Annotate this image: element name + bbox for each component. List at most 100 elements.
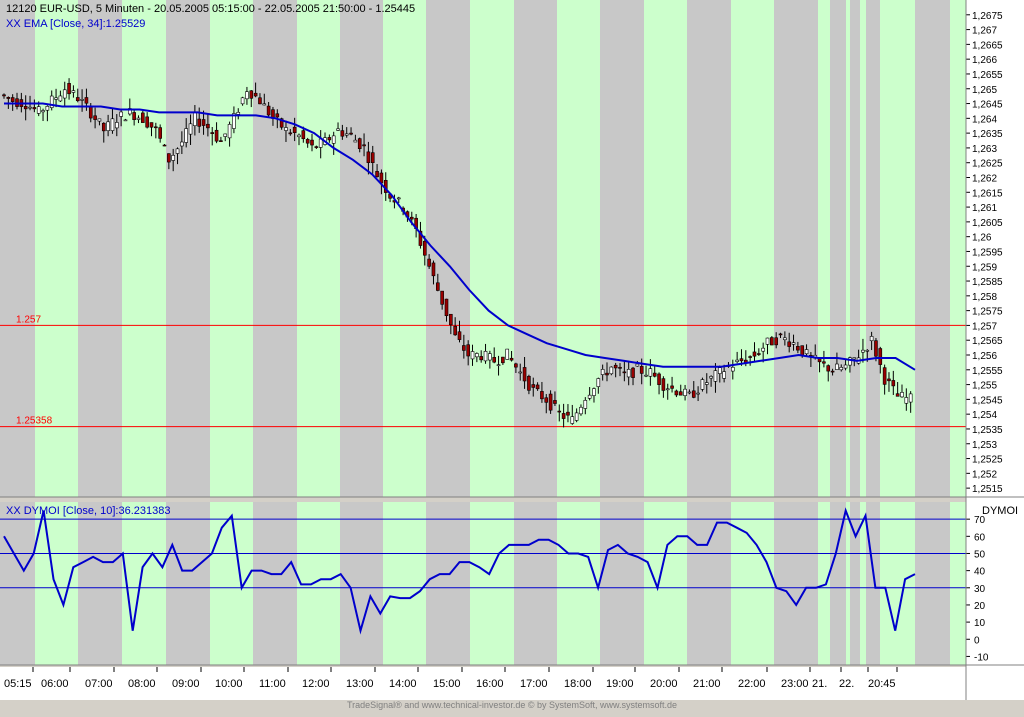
candle-body <box>579 406 583 415</box>
candle-body <box>45 106 50 111</box>
candle-body <box>301 130 306 140</box>
price-tick-label: 1,266 <box>972 55 997 66</box>
candle-body <box>184 128 188 143</box>
candle-body <box>882 367 887 385</box>
price-tick-label: 1,2675 <box>972 11 1003 22</box>
candle-body <box>188 123 193 135</box>
price-tick-label: 1,259 <box>972 262 997 273</box>
candle-body <box>661 378 666 391</box>
candle-body <box>453 325 457 336</box>
oscillator-tick-label: 20 <box>974 601 986 612</box>
candle-body <box>314 146 319 148</box>
candle-body <box>635 363 640 367</box>
price-tick-label: 1,253 <box>972 440 997 451</box>
candle-body <box>900 392 904 398</box>
candle-body <box>895 393 900 397</box>
candle-body <box>505 348 510 360</box>
time-tick-label: 07:00 <box>85 678 113 690</box>
candle-body <box>713 370 718 382</box>
candle-body <box>687 391 692 394</box>
candle-body <box>370 152 375 163</box>
price-tick-label: 1,2575 <box>972 307 1003 318</box>
time-tick-label: 12:00 <box>302 678 330 690</box>
candle-body <box>132 112 136 120</box>
ema-indicator-label: XX EMA [Close, 34]:1.25529 <box>6 18 146 30</box>
candle-body <box>357 138 362 150</box>
oscillator-tick-label: 70 <box>974 515 986 526</box>
time-tick-label: 11:00 <box>259 678 286 690</box>
candle-body <box>908 393 913 403</box>
price-tick-label: 1,2635 <box>972 129 1003 140</box>
candle-body <box>561 413 566 419</box>
candle-body <box>75 97 80 102</box>
time-tick-label: 23:00 <box>781 678 809 690</box>
ema-line <box>4 102 916 371</box>
candle-body <box>327 137 332 141</box>
session-band <box>644 0 687 497</box>
price-tick-label: 1,2615 <box>972 188 1003 199</box>
price-tick-label: 1,267 <box>972 26 997 37</box>
candle-body <box>318 138 323 148</box>
session-band <box>880 502 915 665</box>
price-tick-label: 1,2535 <box>972 425 1003 436</box>
price-tick-label: 1,2655 <box>972 70 1003 81</box>
candle-body <box>54 97 58 100</box>
candle-body <box>761 347 765 352</box>
dymoi-indicator-label: XX DYMOI [Close, 10]:36.231383 <box>6 505 171 517</box>
reference-line-label: 1.257 <box>16 314 41 325</box>
reference-line-label: 1.25358 <box>16 416 53 427</box>
candle-body <box>652 372 657 377</box>
candle-body <box>683 388 687 396</box>
candle-body <box>704 382 709 385</box>
candle-body <box>765 337 770 345</box>
candle-body <box>752 351 757 357</box>
candle-body <box>344 133 349 136</box>
candle-body <box>826 365 831 372</box>
candle-body <box>622 371 627 374</box>
candle-body <box>431 262 436 277</box>
candle-body <box>830 370 835 373</box>
candle-body <box>288 132 293 135</box>
session-band <box>731 502 774 665</box>
candle-body <box>67 83 71 95</box>
candle-body <box>848 357 852 366</box>
candle-body <box>874 340 878 357</box>
candle-body <box>362 144 366 147</box>
time-tick-label: 18:00 <box>564 678 592 690</box>
candle-body <box>783 337 787 341</box>
candle-body <box>557 410 562 413</box>
session-band <box>880 0 915 497</box>
candle-body <box>553 400 557 404</box>
candle-body <box>310 139 314 146</box>
price-tick-label: 1,257 <box>972 321 997 332</box>
candle-body <box>436 282 440 291</box>
candle-body <box>735 359 739 362</box>
price-tick-label: 1,2625 <box>972 159 1003 170</box>
time-tick-label: 08:00 <box>128 678 156 690</box>
candle-body <box>648 368 653 377</box>
oscillator-tick-label: 40 <box>974 567 986 578</box>
candle-body <box>41 110 45 113</box>
candle-body <box>778 333 783 336</box>
candle-body <box>600 369 605 375</box>
candle-body <box>574 412 579 421</box>
candle-body <box>23 106 28 110</box>
candle-body <box>141 112 145 123</box>
candle-body <box>88 106 93 119</box>
price-tick-label: 1,252 <box>972 469 997 480</box>
candle-body <box>297 134 301 138</box>
candle-body <box>639 366 644 374</box>
candle-body <box>36 106 41 114</box>
candle-body <box>2 94 6 97</box>
candle-body <box>253 92 258 97</box>
time-axis-bg <box>0 667 966 700</box>
candle-body <box>696 392 700 395</box>
price-tick-label: 1,2645 <box>972 100 1003 111</box>
time-tick-label: 22:00 <box>738 678 766 690</box>
candle-body <box>531 384 536 388</box>
candle-body <box>822 361 826 364</box>
candle-body <box>878 348 883 365</box>
session-band <box>557 502 600 665</box>
candle-body <box>457 331 462 340</box>
candle-body <box>466 344 470 357</box>
